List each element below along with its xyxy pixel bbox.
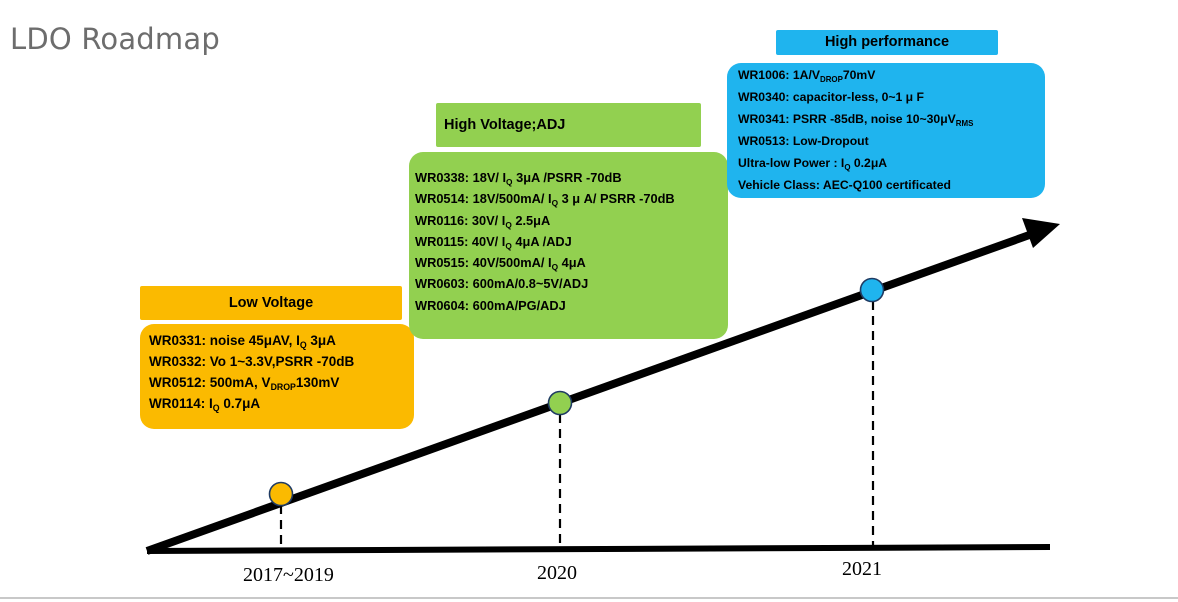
low-voltage-item: WR0512: 500mA, VDROP130mV bbox=[149, 372, 404, 393]
high-voltage-item-suffix: 3μA /PSRR -70dB bbox=[512, 170, 622, 185]
milestone-2021-marker bbox=[859, 277, 885, 303]
high-performance-item-text: WR0340: capacitor-less, 0~1 μ F bbox=[738, 90, 924, 105]
low-voltage-item-subscript: DROP bbox=[270, 382, 296, 392]
high-voltage-item-text: WR0115: 40V/ I bbox=[415, 233, 506, 249]
high-voltage-item-subscript: Q bbox=[505, 240, 512, 251]
high-voltage-item-subscript: Q bbox=[506, 177, 513, 187]
year-label-2017-2019: 2017~2019 bbox=[243, 564, 334, 586]
growth-arrow-shaft bbox=[145, 229, 1037, 555]
high-voltage-list: WR0338: 18V/ IQ 3μA /PSRR -70dB WR0514: 1… bbox=[409, 152, 728, 339]
high-voltage-item: WR0338: 18V/ IQ 3μA /PSRR -70dB bbox=[415, 167, 718, 188]
high-voltage-item: WR0115: 40V/ IQ 4μA /ADJ bbox=[415, 231, 718, 252]
year-label-2021: 2021 bbox=[842, 558, 882, 580]
page-title: LDO Roadmap bbox=[10, 22, 220, 56]
high-performance-item-suffix: 70mV bbox=[842, 68, 876, 82]
low-voltage-list: WR0331: noise 45μAV, IQ 3μA WR0332: Vo 1~… bbox=[140, 324, 414, 429]
low-voltage-item-subscript: Q bbox=[212, 403, 220, 413]
milestone-2017-2019-marker bbox=[268, 481, 294, 507]
high-performance-item-text: Ultra-low Power : I bbox=[738, 156, 845, 171]
high-performance-item: WR0341: PSRR -85dB, noise 10~30μVRMS bbox=[738, 108, 1035, 130]
high-performance-item: WR1006: 1A/VDROP70mV bbox=[738, 64, 1035, 86]
low-voltage-item-text: WR0114: I bbox=[149, 396, 213, 411]
high-performance-item-text: WR1006: 1A/V bbox=[738, 68, 820, 82]
high-performance-item-text: WR0341: PSRR -85dB, noise 10~30μV bbox=[738, 112, 956, 127]
high-voltage-item: WR0515: 40V/500mA/ IQ 4μA bbox=[415, 252, 718, 273]
low-voltage-item-suffix: 0.7μA bbox=[219, 396, 261, 411]
high-voltage-item-subscript: Q bbox=[551, 198, 559, 209]
low-voltage-item-suffix: 3μA bbox=[306, 333, 336, 348]
low-voltage-header: Low Voltage bbox=[140, 286, 402, 320]
low-voltage-item-subscript: Q bbox=[299, 340, 307, 350]
milestone-2020-marker bbox=[547, 390, 573, 416]
low-voltage-item-text: WR0331: noise 45μAV, I bbox=[149, 333, 300, 348]
low-voltage-item-suffix: 130mV bbox=[295, 375, 340, 390]
high-voltage-item-suffix: 4μA bbox=[558, 255, 586, 271]
low-voltage-item: WR0331: noise 45μAV, IQ 3μA bbox=[149, 330, 404, 351]
high-performance-item: Ultra-low Power : IQ 0.2μA bbox=[738, 152, 1035, 174]
high-performance-list: WR1006: 1A/VDROP70mV WR0340: capacitor-le… bbox=[727, 63, 1045, 198]
high-voltage-item-subscript: Q bbox=[505, 219, 512, 230]
bottom-divider bbox=[0, 597, 1178, 599]
high-performance-item-subscript: DROP bbox=[819, 75, 843, 84]
high-performance-item-subscript: RMS bbox=[955, 119, 974, 129]
low-voltage-item-text: WR0332: Vo 1~3.3V,PSRR -70dB bbox=[149, 354, 355, 369]
year-label-2020: 2020 bbox=[537, 562, 577, 584]
high-voltage-item-suffix: 4μA /ADJ bbox=[511, 233, 572, 249]
high-performance-item-text: Vehicle Class: AEC-Q100 certificated bbox=[738, 178, 951, 193]
high-voltage-item-suffix: 2.5μA bbox=[511, 212, 551, 228]
high-voltage-item-text: WR0515: 40V/500mA/ I bbox=[415, 255, 552, 271]
high-voltage-item: WR0514: 18V/500mA/ IQ 3 μ A/ PSRR -70dB bbox=[415, 188, 718, 209]
low-voltage-item-text: WR0512: 500mA, V bbox=[149, 375, 271, 390]
high-performance-item: Vehicle Class: AEC-Q100 certificated bbox=[738, 174, 1035, 196]
high-voltage-item: WR0603: 600mA/0.8~5V/ADJ bbox=[415, 273, 718, 294]
growth-arrow-head bbox=[1022, 218, 1060, 248]
high-voltage-item-text: WR0603: 600mA/0.8~5V/ADJ bbox=[415, 276, 589, 292]
high-voltage-item-subscript: Q bbox=[551, 262, 559, 273]
high-voltage-item-text: WR0116: 30V/ I bbox=[415, 212, 506, 228]
high-voltage-item: WR0604: 600mA/PG/ADJ bbox=[415, 295, 718, 316]
high-performance-item-text: WR0513: Low-Dropout bbox=[738, 134, 869, 149]
high-performance-header: High performance bbox=[776, 30, 998, 55]
low-voltage-item: WR0114: IQ 0.7μA bbox=[149, 393, 404, 414]
high-performance-item: WR0513: Low-Dropout bbox=[738, 130, 1035, 152]
high-voltage-header: High Voltage;ADJ bbox=[436, 103, 701, 147]
high-performance-item-subscript: Q bbox=[844, 163, 851, 173]
low-voltage-item: WR0332: Vo 1~3.3V,PSRR -70dB bbox=[149, 351, 404, 372]
high-voltage-item-suffix: 3 μ A/ PSRR -70dB bbox=[558, 191, 675, 207]
high-performance-item: WR0340: capacitor-less, 0~1 μ F bbox=[738, 86, 1035, 108]
high-voltage-item-text: WR0604: 600mA/PG/ADJ bbox=[415, 297, 566, 313]
high-performance-item-suffix: 0.2μA bbox=[850, 156, 888, 171]
high-voltage-item-text: WR0338: 18V/ I bbox=[415, 170, 507, 185]
baseline-axis bbox=[146, 544, 1051, 554]
high-voltage-item-text: WR0514: 18V/500mA/ I bbox=[415, 191, 552, 207]
high-voltage-item: WR0116: 30V/ IQ 2.5μA bbox=[415, 210, 718, 231]
